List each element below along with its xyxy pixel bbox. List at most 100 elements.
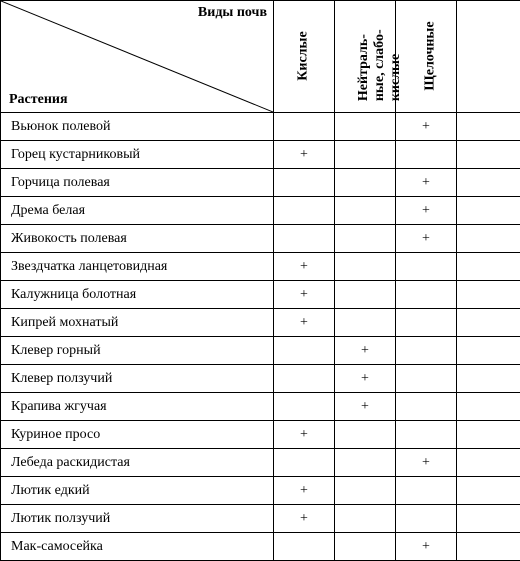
table-row: Калужница болотная+ bbox=[1, 281, 520, 309]
plant-name: Кипрей мохнатый bbox=[1, 309, 274, 337]
header-diagonal-cell: Виды почв Растения bbox=[1, 1, 274, 113]
mark-cell bbox=[274, 533, 335, 561]
table-row: Лютик ползучий+ bbox=[1, 505, 520, 533]
plant-name: Лютик едкий bbox=[1, 477, 274, 505]
mark-cell: + bbox=[274, 309, 335, 337]
table-row: Звездчатка ланцетовидная+ bbox=[1, 253, 520, 281]
plant-name: Калужница болотная bbox=[1, 281, 274, 309]
col-acidic-label: Кислые bbox=[296, 32, 312, 81]
table-row: Горец кустарниковый+ bbox=[1, 141, 520, 169]
plant-name: Вьюнок полевой bbox=[1, 113, 274, 141]
plant-name: Мак-самосейка bbox=[1, 533, 274, 561]
mark-cell: + bbox=[396, 533, 457, 561]
mark-cell bbox=[396, 505, 457, 533]
plant-name: Звездчатка ланцетовидная bbox=[1, 253, 274, 281]
header-plants: Растения bbox=[9, 92, 68, 108]
table-row: Клевер ползучий + bbox=[1, 365, 520, 393]
empty-cell bbox=[457, 365, 520, 393]
table-row: Лебеда раскидистая+ bbox=[1, 449, 520, 477]
col-empty bbox=[457, 1, 520, 113]
mark-cell bbox=[396, 421, 457, 449]
plant-name: Клевер горный bbox=[1, 337, 274, 365]
mark-cell bbox=[396, 141, 457, 169]
mark-cell bbox=[335, 533, 396, 561]
mark-cell: + bbox=[335, 337, 396, 365]
empty-cell bbox=[457, 477, 520, 505]
mark-cell bbox=[274, 225, 335, 253]
mark-cell: + bbox=[396, 169, 457, 197]
plant-name: Лютик ползучий bbox=[1, 505, 274, 533]
mark-cell bbox=[335, 309, 396, 337]
empty-cell bbox=[457, 197, 520, 225]
col-neutral-label: Нейтраль-ные, слабо-кислые bbox=[356, 12, 404, 102]
plant-name: Живокость полевая bbox=[1, 225, 274, 253]
mark-cell bbox=[335, 253, 396, 281]
mark-cell bbox=[396, 337, 457, 365]
header-row: Виды почв Растения Кислые Нейтраль-ные, … bbox=[1, 1, 520, 113]
table-row: Горчица полевая + bbox=[1, 169, 520, 197]
empty-cell bbox=[457, 337, 520, 365]
mark-cell bbox=[396, 365, 457, 393]
empty-cell bbox=[457, 393, 520, 421]
col-alkaline-label: Щелочные bbox=[423, 22, 439, 91]
plant-name: Куриное просо bbox=[1, 421, 274, 449]
mark-cell: + bbox=[396, 113, 457, 141]
mark-cell: + bbox=[274, 477, 335, 505]
mark-cell bbox=[396, 477, 457, 505]
mark-cell bbox=[274, 365, 335, 393]
empty-cell bbox=[457, 225, 520, 253]
mark-cell: + bbox=[335, 365, 396, 393]
empty-cell bbox=[457, 253, 520, 281]
empty-cell bbox=[457, 505, 520, 533]
plant-name: Крапива жгучая bbox=[1, 393, 274, 421]
empty-cell bbox=[457, 421, 520, 449]
mark-cell bbox=[335, 449, 396, 477]
mark-cell bbox=[396, 281, 457, 309]
table-row: Живокость полевая + bbox=[1, 225, 520, 253]
table-row: Крапива жгучая + bbox=[1, 393, 520, 421]
mark-cell bbox=[274, 449, 335, 477]
table-body: Вьюнок полевой+Горец кустарниковый+Горчи… bbox=[1, 113, 520, 561]
mark-cell: + bbox=[274, 253, 335, 281]
table-row: Мак-самосейка + bbox=[1, 533, 520, 561]
mark-cell: + bbox=[396, 449, 457, 477]
mark-cell: + bbox=[274, 505, 335, 533]
empty-cell bbox=[457, 449, 520, 477]
table-row: Кипрей мохнатый+ bbox=[1, 309, 520, 337]
mark-cell bbox=[335, 141, 396, 169]
mark-cell: + bbox=[396, 225, 457, 253]
plant-name: Дрема белая bbox=[1, 197, 274, 225]
col-neutral: Нейтраль-ные, слабо-кислые bbox=[335, 1, 396, 113]
empty-cell bbox=[457, 309, 520, 337]
empty-cell bbox=[457, 281, 520, 309]
header-soil-types: Виды почв bbox=[198, 5, 267, 21]
col-acidic: Кислые bbox=[274, 1, 335, 113]
mark-cell: + bbox=[274, 421, 335, 449]
empty-cell bbox=[457, 533, 520, 561]
table-row: Лютик едкий+ bbox=[1, 477, 520, 505]
plant-name: Горец кустарниковый bbox=[1, 141, 274, 169]
mark-cell bbox=[274, 393, 335, 421]
mark-cell bbox=[274, 169, 335, 197]
plant-name: Клевер ползучий bbox=[1, 365, 274, 393]
empty-cell bbox=[457, 113, 520, 141]
mark-cell bbox=[335, 225, 396, 253]
mark-cell: + bbox=[335, 393, 396, 421]
mark-cell bbox=[335, 197, 396, 225]
table-wrapper: Виды почв Растения Кислые Нейтраль-ные, … bbox=[0, 0, 520, 560]
mark-cell bbox=[335, 477, 396, 505]
table-row: Клевер горный + bbox=[1, 337, 520, 365]
mark-cell bbox=[274, 197, 335, 225]
mark-cell bbox=[396, 253, 457, 281]
table-row: Дрема белая+ bbox=[1, 197, 520, 225]
mark-cell: + bbox=[274, 281, 335, 309]
mark-cell bbox=[274, 113, 335, 141]
mark-cell bbox=[335, 505, 396, 533]
soil-plants-table: Виды почв Растения Кислые Нейтраль-ные, … bbox=[0, 0, 520, 561]
mark-cell bbox=[274, 337, 335, 365]
empty-cell bbox=[457, 169, 520, 197]
mark-cell bbox=[335, 169, 396, 197]
plant-name: Горчица полевая bbox=[1, 169, 274, 197]
col-alkaline: Щелочные bbox=[396, 1, 457, 113]
mark-cell bbox=[335, 113, 396, 141]
